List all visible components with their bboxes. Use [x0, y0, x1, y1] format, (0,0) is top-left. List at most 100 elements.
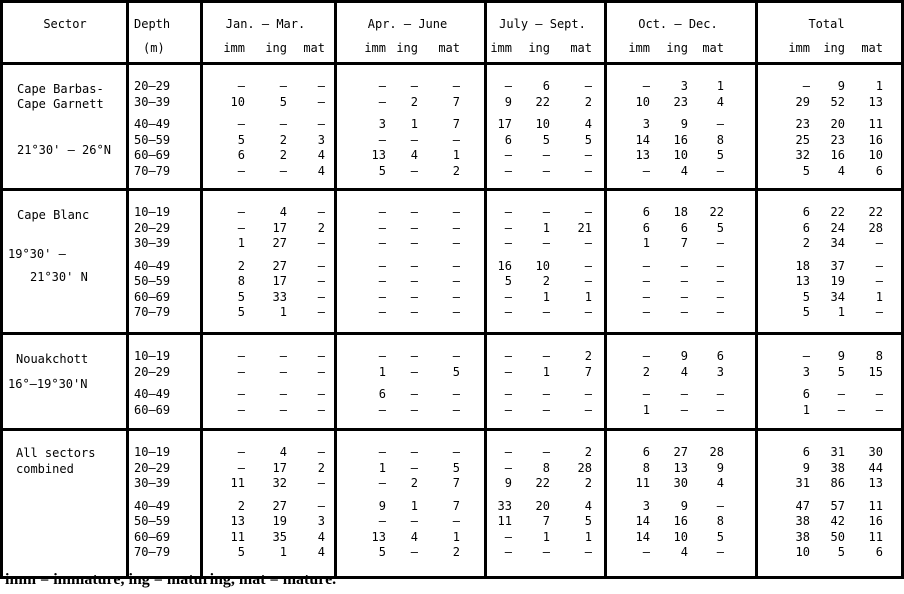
cell-mat: 7 — [452, 476, 460, 490]
cell-mat: 5 — [584, 514, 592, 528]
cell-mat: 3 — [716, 364, 724, 379]
cell-imm: 1 — [378, 364, 386, 379]
sector-name: All sectors — [16, 446, 96, 460]
cell-imm: 29 — [795, 94, 810, 109]
cell-imm: – — [642, 545, 650, 559]
cell-mat: 4 — [317, 163, 325, 178]
table-row-cells: 2 4 3 — [604, 365, 724, 380]
cell-ing: 17 — [272, 220, 287, 235]
cell-imm: 3 — [378, 117, 386, 131]
maturity-table: Sector Depth (m) Jan. – Mar. imm ing mat Apr… — [0, 0, 904, 579]
row-divider — [3, 428, 901, 431]
cell-ing: 20 — [830, 117, 845, 131]
cell-ing: – — [837, 402, 845, 417]
cell-imm: – — [237, 460, 245, 475]
header-sub-ing: ing — [265, 41, 287, 55]
cell-imm: – — [504, 148, 512, 162]
cell-ing: 9 — [837, 79, 845, 93]
depth-range: 40–49 — [134, 498, 171, 513]
table-row-cells: – 1 21 — [484, 221, 592, 236]
cell-imm: 17 — [497, 117, 512, 131]
depth-range: 60–69 — [134, 289, 171, 304]
header-subcolumns: imm ing mat — [604, 41, 724, 55]
cell-ing: – — [680, 305, 688, 319]
cell-imm: 5 — [802, 305, 810, 319]
column-divider — [484, 3, 487, 576]
cell-imm: – — [378, 402, 386, 417]
table-row-cells: 6 22 22 — [755, 205, 883, 220]
table-row-cells: 33 20 4 — [484, 499, 592, 514]
cell-mat: 4 — [716, 476, 724, 490]
table-row-cells: 11 32 – — [200, 476, 325, 491]
header-sub-mat: mat — [702, 41, 724, 55]
cell-mat: – — [716, 498, 724, 513]
cell-mat: – — [452, 205, 460, 219]
cell-imm: – — [378, 274, 386, 288]
cell-imm: – — [237, 220, 245, 235]
cell-ing: 22 — [535, 476, 550, 490]
cell-mat: 1 — [452, 529, 460, 544]
depth-range: 70–79 — [134, 163, 171, 178]
table-row-cells: 6 – – — [334, 387, 460, 402]
cell-imm: – — [237, 163, 245, 178]
cell-imm: – — [642, 387, 650, 401]
table-row-cells: – – – — [334, 236, 460, 251]
cell-ing: – — [410, 258, 418, 273]
cell-imm: 10 — [230, 94, 245, 109]
cell-imm: 6 — [802, 205, 810, 219]
header-sub-imm: imm — [788, 41, 810, 55]
cell-imm: 6 — [504, 132, 512, 147]
cell-imm: 2 — [642, 364, 650, 379]
cell-imm: 8 — [642, 460, 650, 475]
cell-mat: – — [452, 79, 460, 93]
table-row-cells: 13 19 – — [755, 274, 883, 289]
table-row-cells: 9 38 44 — [755, 461, 883, 476]
cell-imm: – — [504, 402, 512, 417]
cell-ing: 4 — [410, 148, 418, 162]
table-row-cells: 13 19 3 — [200, 514, 325, 529]
cell-ing: – — [837, 387, 845, 401]
cell-mat: 3 — [317, 514, 325, 528]
cell-mat: – — [317, 205, 325, 219]
header-depth: Depth — [134, 17, 171, 31]
cell-imm: 1 — [642, 402, 650, 417]
cell-mat: – — [716, 387, 724, 401]
cell-mat: 6 — [716, 349, 724, 363]
cell-ing: 6 — [680, 220, 688, 235]
cell-imm: 38 — [795, 529, 810, 544]
cell-mat: – — [317, 476, 325, 490]
header-sub-ing: ing — [396, 41, 418, 55]
cell-mat: – — [875, 274, 883, 288]
table-row-cells: – 9 6 — [604, 349, 724, 364]
table-row-cells: 5 34 1 — [755, 290, 883, 305]
table-row-cells: 13 4 1 — [334, 148, 460, 163]
cell-ing: – — [410, 205, 418, 219]
table-row-cells: 23 20 11 — [755, 117, 883, 132]
cell-ing: 17 — [272, 460, 287, 475]
table-row-cells: 3 9 – — [604, 499, 724, 514]
cell-mat: 5 — [584, 132, 592, 147]
table-row-cells: 14 10 5 — [604, 530, 724, 545]
cell-ing: 1 — [410, 498, 418, 513]
table-row-cells: – – – — [334, 305, 460, 320]
cell-ing: 27 — [272, 236, 287, 250]
table-row-cells: – – – — [604, 274, 724, 289]
cell-ing: 86 — [830, 476, 845, 490]
table-row-cells: – 2 7 — [334, 95, 460, 110]
cell-imm: 6 — [642, 445, 650, 459]
header-sub-ing: ing — [823, 41, 845, 55]
table-row-cells: – – 2 — [484, 349, 592, 364]
cell-mat: – — [452, 445, 460, 459]
cell-ing: – — [410, 349, 418, 363]
table-row-cells: 5 2 – — [484, 274, 592, 289]
cell-ing: 4 — [680, 364, 688, 379]
table-row-cells: 1 – – — [755, 403, 883, 418]
table-row-cells: – 9 8 — [755, 349, 883, 364]
cell-mat: 2 — [317, 460, 325, 475]
cell-ing: 6 — [542, 79, 550, 93]
cell-imm: – — [642, 349, 650, 363]
cell-mat: 2 — [317, 220, 325, 235]
table-row-cells: – – – — [334, 514, 460, 529]
cell-imm: 13 — [635, 148, 650, 162]
table-row-cells: – – – — [484, 387, 592, 402]
